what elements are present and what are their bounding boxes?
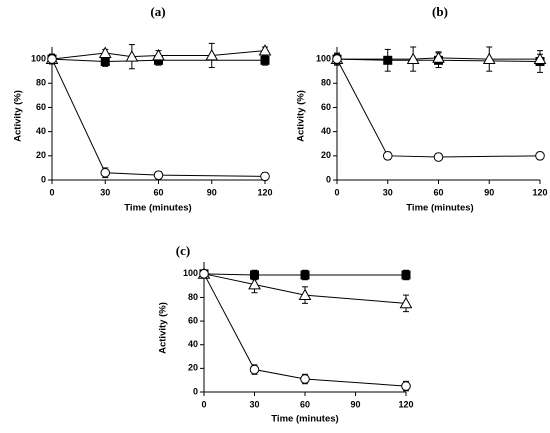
x-axis-title: Time (minutes) <box>406 203 473 214</box>
series-triangle <box>330 46 547 72</box>
data-point <box>383 55 393 65</box>
y-tick-label: 60 <box>36 102 46 112</box>
x-axis-title: Time (minutes) <box>271 414 338 425</box>
chart-panel: (b) 0 20 40 60 80 100 0 30 60 90 120 Time (minutes) A… <box>296 4 548 214</box>
x-tick-label: 120 <box>532 187 547 197</box>
x-axis-title: Time (minutes) <box>124 203 191 214</box>
x-tick-label: 60 <box>153 187 163 197</box>
data-point <box>298 288 312 300</box>
y-tick-label: 40 <box>188 339 198 349</box>
series-circle <box>332 53 545 162</box>
data-point <box>248 277 261 290</box>
x-tick-label: 0 <box>201 399 206 409</box>
data-point <box>401 270 411 280</box>
x-tick-label: 30 <box>249 399 259 409</box>
x-tick-label: 0 <box>334 187 339 197</box>
x-tick-label: 60 <box>300 399 310 409</box>
series-line <box>203 273 406 276</box>
series-line <box>203 273 407 304</box>
x-tick-label: 30 <box>100 187 110 197</box>
y-tick-label: 80 <box>36 78 46 88</box>
series-line <box>51 58 266 177</box>
data-point <box>300 270 310 280</box>
series-square <box>199 269 411 281</box>
panel-label: (c) <box>176 243 190 258</box>
series-circle <box>199 269 411 392</box>
x-tick-label: 120 <box>257 187 272 197</box>
x-tick-label: 30 <box>383 187 393 197</box>
y-tick-label: 20 <box>188 363 198 373</box>
data-point <box>258 44 272 56</box>
chart-panel: (c) 0 20 40 60 80 100 0 30 60 90 120 Time (minutes) A… <box>158 243 414 425</box>
y-tick-label: 0 <box>326 174 331 184</box>
data-point <box>535 151 545 161</box>
y-tick-label: 0 <box>41 174 46 184</box>
data-point <box>332 54 342 64</box>
data-point <box>125 50 139 62</box>
y-tick-label: 20 <box>321 150 331 160</box>
series-line <box>336 58 541 158</box>
data-point <box>100 57 110 67</box>
x-tick-label: 90 <box>350 399 360 409</box>
data-point <box>152 48 165 61</box>
data-point <box>260 171 270 182</box>
data-point <box>100 167 111 178</box>
y-tick-label: 100 <box>31 53 46 63</box>
data-point <box>533 52 547 64</box>
data-point <box>482 52 496 64</box>
data-point <box>250 270 259 280</box>
y-tick-label: 20 <box>36 150 46 160</box>
chart-panel: (a) 0 20 40 60 80 100 0 30 60 90 120 Time (minutes) A… <box>13 4 273 214</box>
data-point <box>98 46 112 58</box>
y-tick-label: 60 <box>188 315 198 325</box>
data-point <box>47 54 57 64</box>
y-tick-label: 40 <box>321 126 331 136</box>
x-tick-label: 90 <box>484 187 494 197</box>
data-point <box>401 381 411 391</box>
y-axis-title: Activity (%) <box>296 90 307 142</box>
panel-label: (a) <box>150 4 165 19</box>
data-point <box>260 55 270 65</box>
x-tick-label: 60 <box>433 187 443 197</box>
y-axis-title: Activity (%) <box>158 302 169 354</box>
y-tick-label: 0 <box>193 386 198 396</box>
x-tick-label: 120 <box>398 399 413 409</box>
y-tick-label: 60 <box>321 102 331 112</box>
y-tick-label: 80 <box>188 292 198 302</box>
x-tick-label: 90 <box>207 187 217 197</box>
data-point <box>205 48 219 61</box>
y-tick-label: 100 <box>316 53 331 63</box>
data-point <box>300 374 310 384</box>
y-tick-label: 80 <box>321 78 331 88</box>
y-tick-label: 100 <box>183 268 198 278</box>
panel-label: (b) <box>432 4 448 19</box>
y-axis-title: Activity (%) <box>13 90 24 142</box>
series-line <box>51 50 266 60</box>
data-point <box>433 152 444 162</box>
data-point <box>399 296 413 309</box>
data-point <box>432 51 445 63</box>
series-circle <box>47 53 270 182</box>
data-point <box>406 52 420 64</box>
data-point <box>153 170 164 180</box>
data-point <box>382 151 393 161</box>
data-point <box>249 364 260 375</box>
series-line <box>203 273 407 387</box>
y-tick-label: 40 <box>36 126 46 136</box>
data-point <box>199 269 209 279</box>
x-tick-label: 0 <box>49 187 54 197</box>
